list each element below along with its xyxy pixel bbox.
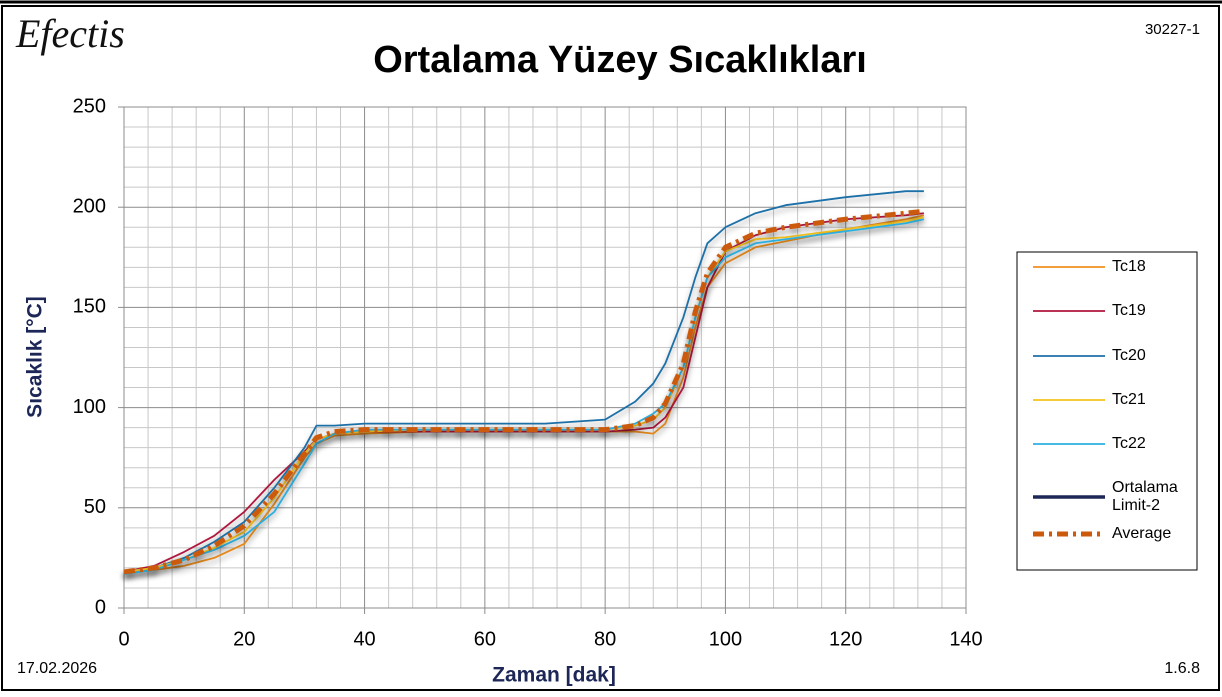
date: 17.02.2026: [17, 660, 97, 677]
logo: Efectis: [15, 11, 125, 56]
x-tick-label: 100: [709, 628, 742, 650]
x-axis-label: Zaman [dak]: [492, 664, 616, 687]
legend-label: Tc20: [1112, 347, 1146, 364]
legend-label: Ortalama Limit-2: [1112, 479, 1178, 514]
legend-label: Tc18: [1112, 258, 1146, 275]
chart-title: Ortalama Yüzey Sıcaklıkları: [373, 39, 867, 81]
y-tick-label: 250: [73, 95, 106, 117]
legend-label: Tc19: [1112, 302, 1146, 319]
legend-label: Average: [1112, 525, 1171, 542]
y-tick-label: 0: [95, 596, 106, 618]
series-line: [123, 190, 924, 573]
legend: [1016, 251, 1198, 571]
frame: [1, 5, 1220, 691]
plot-area: [123, 106, 967, 609]
y-tick-label: 200: [73, 195, 106, 217]
legend-label: Tc21: [1112, 391, 1146, 408]
doc-id: 30227-1: [1145, 21, 1200, 38]
y-tick-label: 150: [73, 296, 106, 318]
y-tick-label: 50: [84, 496, 106, 518]
x-tick-label: 140: [949, 628, 982, 650]
x-tick-label: 120: [829, 628, 862, 650]
x-tick-label: 0: [118, 628, 129, 650]
version: 1.6.8: [1164, 660, 1200, 677]
series-line: [123, 208, 925, 575]
legend-label: Tc22: [1112, 435, 1146, 452]
plot-border: [123, 106, 967, 609]
y-axis-label: Sıcaklık [°C]: [24, 296, 47, 418]
y-tick-label: 100: [73, 396, 106, 418]
x-tick-label: 40: [353, 628, 375, 650]
x-tick-label: 60: [474, 628, 496, 650]
x-tick-label: 20: [233, 628, 255, 650]
plot-background: [124, 107, 966, 608]
x-tick-label: 80: [594, 628, 616, 650]
